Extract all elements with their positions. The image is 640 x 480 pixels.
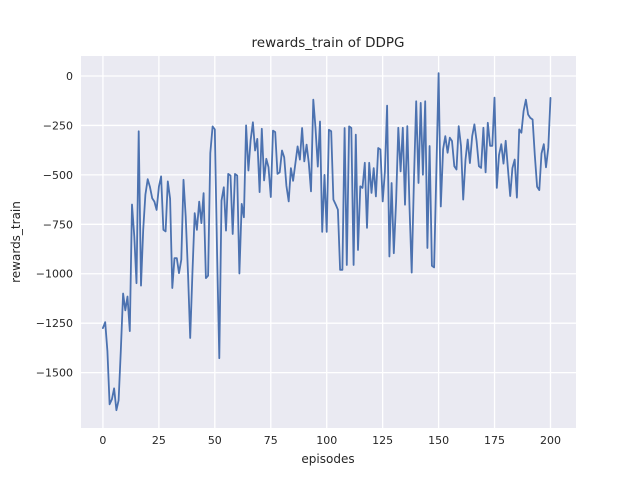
y-tick-label: 0 bbox=[66, 70, 73, 83]
y-tick-label: −750 bbox=[43, 218, 73, 231]
y-tick-label: −1500 bbox=[36, 367, 73, 380]
x-axis-label: episodes bbox=[301, 452, 354, 466]
y-axis-label: rewards_train bbox=[9, 201, 23, 283]
y-tick-label: −250 bbox=[43, 119, 73, 132]
x-tick-label: 75 bbox=[264, 434, 278, 447]
x-tick-label: 200 bbox=[540, 434, 561, 447]
data-series bbox=[102, 72, 552, 412]
x-tick-label: 25 bbox=[152, 434, 166, 447]
chart-title: rewards_train of DDPG bbox=[252, 35, 405, 51]
x-tick-label: 50 bbox=[208, 434, 222, 447]
y-tick-label: −1000 bbox=[36, 268, 73, 281]
series-line-rewards_train bbox=[102, 72, 552, 412]
y-tick-label: −500 bbox=[43, 169, 73, 182]
x-tick-label: 125 bbox=[372, 434, 393, 447]
x-tick-label: 0 bbox=[99, 434, 106, 447]
x-tick-label: 100 bbox=[316, 434, 337, 447]
x-tick-label: 175 bbox=[484, 434, 505, 447]
y-tick-label: −1250 bbox=[36, 317, 73, 330]
tick-labels: 0 25 50 75 100 125 150 175 200 0 −250 −500 −750 −1000… bbox=[36, 70, 561, 447]
x-tick-label: 150 bbox=[428, 434, 449, 447]
